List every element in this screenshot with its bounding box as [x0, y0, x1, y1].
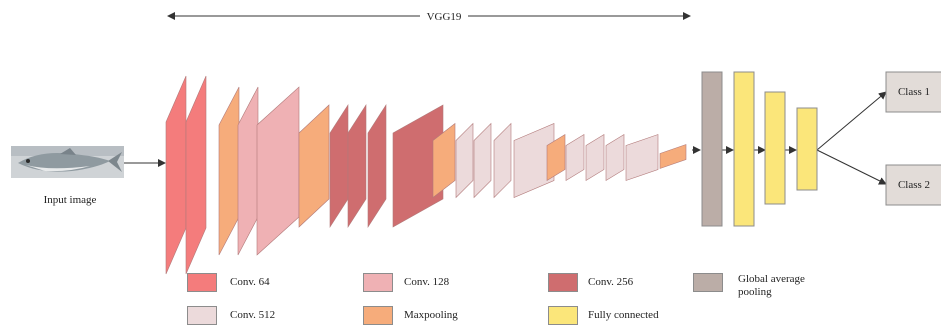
layer-slab-conv512 — [493, 122, 512, 199]
layer-slab-maxpool — [659, 144, 687, 169]
layer-slab-conv128 — [256, 86, 300, 256]
layer-slab-conv64 — [185, 75, 207, 275]
legend-label-maxpool: Maxpooling — [404, 309, 458, 321]
layer-slab-conv256 — [392, 104, 444, 228]
layer-slab-conv256 — [367, 103, 387, 229]
legend-label-conv512: Conv. 512 — [230, 309, 276, 321]
vgg19-span: VGG19 — [167, 11, 691, 23]
layer-slab-conv64 — [165, 75, 187, 275]
legend-swatch-gap — [693, 273, 723, 292]
class-1-box — [885, 71, 941, 113]
connector-to-class-2 — [816, 149, 887, 185]
layer-slab-conv512 — [625, 134, 659, 181]
class-2-box — [885, 164, 941, 206]
legend-swatch-conv256 — [548, 273, 578, 292]
head-layer-fc — [796, 107, 818, 191]
head-layer-fc — [733, 71, 755, 227]
layer-slab-conv512 — [585, 133, 605, 182]
legend-label-conv256: Conv. 256 — [588, 276, 634, 288]
fish-belly — [26, 165, 90, 172]
layer-slab-conv512 — [473, 122, 492, 199]
head-connectors — [692, 91, 887, 185]
class-2-label: Class 2 — [898, 179, 930, 191]
classifier-head — [701, 71, 818, 227]
fish-eye — [26, 159, 30, 163]
layer-slab-conv512 — [455, 122, 474, 199]
output-classes: Class 1 Class 2 — [885, 71, 941, 206]
layer-slab-conv256 — [329, 103, 349, 229]
layer-slab-conv512 — [605, 133, 625, 182]
legend-label-conv128: Conv. 128 — [404, 276, 450, 288]
legend-swatch-maxpool — [363, 306, 393, 325]
layer-slab-maxpool — [298, 104, 330, 228]
fish-fin — [60, 148, 76, 155]
fish-body — [18, 153, 110, 172]
head-layer-fc — [764, 91, 786, 205]
legend-swatch-conv64 — [187, 273, 217, 292]
input-image-label: Input image — [44, 194, 97, 206]
layer-slab-conv512 — [513, 123, 555, 198]
layer-slab-conv128 — [237, 86, 259, 256]
layer-slab-maxpool — [432, 122, 456, 199]
legend-swatch-conv128 — [363, 273, 393, 292]
connector-to-class-1 — [816, 91, 887, 151]
vgg19-title: VGG19 — [427, 11, 462, 23]
class-1-label: Class 1 — [898, 86, 930, 98]
layer-slab-maxpool — [218, 86, 240, 256]
layer-slab-maxpool — [546, 133, 566, 182]
layer-slab-conv256 — [347, 103, 367, 229]
fish-tail — [108, 152, 122, 172]
legend-swatch-conv512 — [187, 306, 217, 325]
legend-swatch-fc — [548, 306, 578, 325]
layer-slab-conv512 — [565, 133, 585, 182]
head-layer-gap — [701, 71, 723, 227]
legend-label-fc: Fully connected — [588, 309, 659, 321]
input-image: Input image — [11, 146, 124, 206]
feature-extractor-layers — [165, 75, 687, 275]
legend-label-gap: Global average pooling — [738, 273, 805, 298]
legend-label-conv64: Conv. 64 — [230, 276, 270, 288]
